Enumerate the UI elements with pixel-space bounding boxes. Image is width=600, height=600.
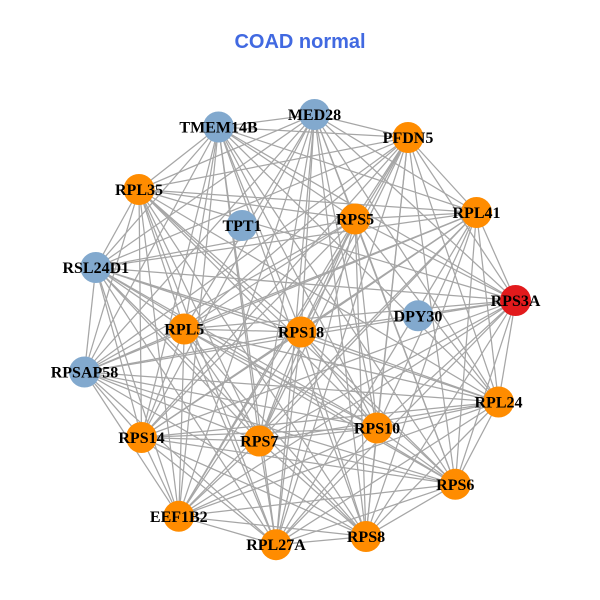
svg-text:RPS7: RPS7 [240, 434, 278, 451]
svg-text:DPY30: DPY30 [394, 308, 443, 325]
svg-text:RPS18: RPS18 [278, 325, 324, 342]
svg-text:RPS10: RPS10 [354, 421, 400, 438]
svg-text:RPS8: RPS8 [347, 529, 385, 546]
svg-text:RPS14: RPS14 [118, 430, 164, 447]
svg-text:RPL24: RPL24 [475, 395, 523, 412]
svg-text:RPL41: RPL41 [453, 205, 501, 222]
svg-text:PFDN5: PFDN5 [383, 130, 434, 147]
svg-text:RPS6: RPS6 [436, 477, 474, 494]
svg-text:TMEM14B: TMEM14B [179, 120, 258, 137]
svg-text:EEF1B2: EEF1B2 [150, 509, 208, 526]
svg-text:RPS5: RPS5 [336, 212, 374, 229]
svg-text:RPS3A: RPS3A [491, 293, 541, 310]
svg-text:RPL5: RPL5 [164, 322, 204, 339]
svg-text:MED28: MED28 [288, 107, 341, 124]
svg-text:RPL27A: RPL27A [246, 537, 306, 554]
svg-text:COAD normal: COAD normal [234, 31, 365, 53]
svg-text:RPL35: RPL35 [115, 182, 163, 199]
svg-text:RSL24D1: RSL24D1 [62, 260, 129, 277]
svg-text:RPSAP58: RPSAP58 [51, 365, 119, 382]
svg-text:TPT1: TPT1 [222, 218, 261, 235]
